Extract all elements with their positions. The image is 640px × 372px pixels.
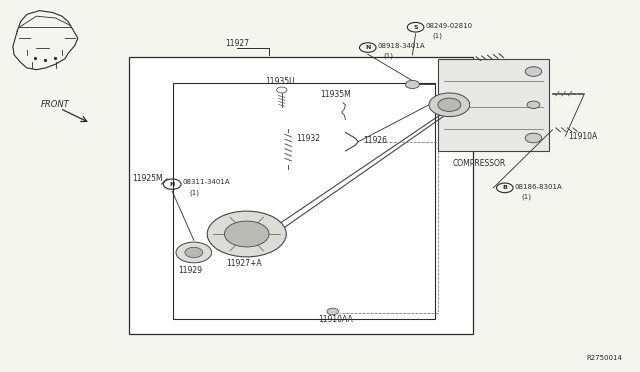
Circle shape: [527, 101, 540, 109]
Text: 08186-8301A: 08186-8301A: [515, 184, 563, 190]
Text: 08249-02810: 08249-02810: [426, 23, 473, 29]
Text: (1): (1): [384, 53, 394, 59]
Text: N: N: [365, 45, 371, 50]
Text: 11929: 11929: [179, 266, 203, 275]
Text: 08311-3401A: 08311-3401A: [183, 179, 230, 185]
Circle shape: [327, 308, 339, 315]
Text: 11935M: 11935M: [321, 90, 351, 99]
Circle shape: [225, 221, 269, 247]
Text: 11927+A: 11927+A: [226, 259, 261, 268]
Text: (1): (1): [432, 32, 442, 39]
Text: 11910AA: 11910AA: [319, 315, 353, 324]
Bar: [129, 57, 473, 334]
Text: R2750014: R2750014: [587, 355, 623, 361]
Bar: [438, 59, 549, 151]
Circle shape: [176, 242, 212, 263]
Text: 11927: 11927: [225, 39, 249, 48]
Circle shape: [525, 133, 541, 143]
Text: 11935U: 11935U: [266, 77, 295, 86]
Text: COMPRESSOR: COMPRESSOR: [452, 159, 506, 169]
Circle shape: [438, 98, 461, 112]
Circle shape: [405, 80, 419, 89]
Circle shape: [185, 247, 203, 258]
Text: 11910A: 11910A: [568, 132, 598, 141]
Text: (1): (1): [522, 193, 531, 200]
Circle shape: [525, 67, 541, 76]
Text: FRONT: FRONT: [41, 100, 70, 109]
Bar: [173, 83, 435, 319]
Circle shape: [429, 93, 470, 116]
Text: (1): (1): [189, 189, 200, 196]
Circle shape: [207, 211, 286, 257]
Text: 08918-3401A: 08918-3401A: [378, 44, 425, 49]
Text: N: N: [170, 182, 175, 187]
Text: 11932: 11932: [296, 134, 320, 142]
Text: S: S: [413, 25, 418, 30]
Text: 11926: 11926: [364, 136, 387, 145]
Text: B: B: [502, 185, 508, 190]
Text: 11925M: 11925M: [132, 174, 163, 183]
